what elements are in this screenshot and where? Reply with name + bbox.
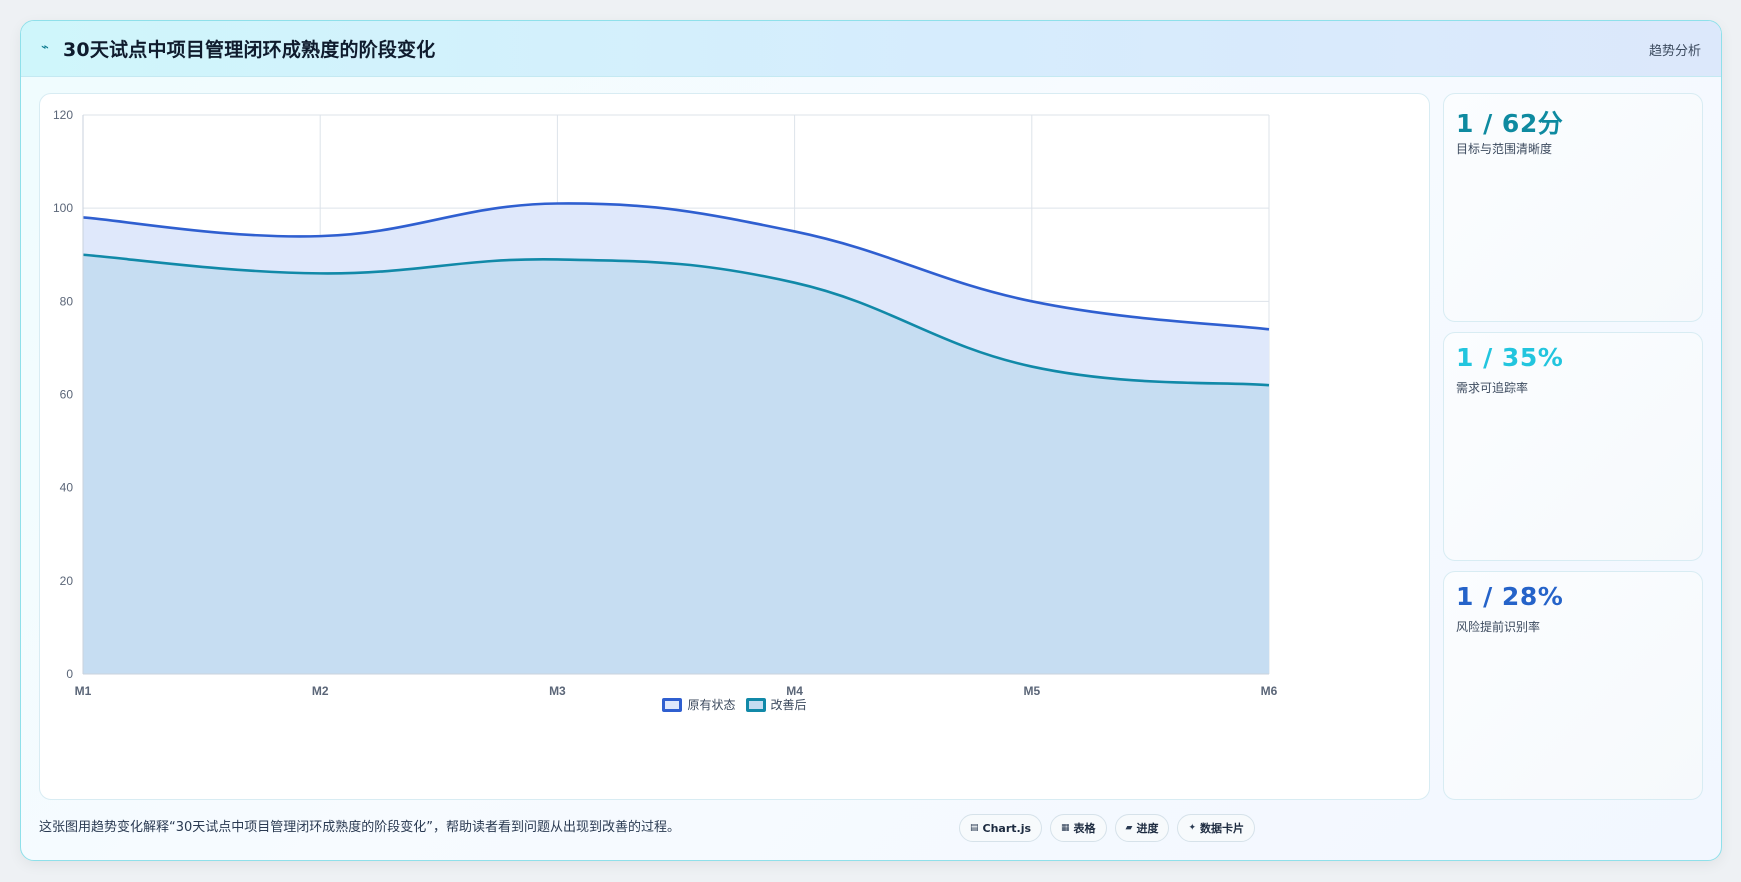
kpi-value: 1 / 62分 (1456, 109, 1564, 138)
y-tick-label: 20 (60, 574, 74, 588)
chart-panel: ⌁ 30天试点中项目管理闭环成熟度的阶段变化 趋势分析 0 20 40 60 80 100… (20, 20, 1722, 861)
feature-pills: ▤ Chart.js ▦ 表格 ▰ 进度 ✦ 数据卡片 (959, 814, 1256, 842)
trend-icon: ⌁ (41, 40, 49, 55)
chart-description: 这张图用趋势变化解释“30天试点中项目管理闭环成熟度的阶段变化”，帮助读者看到问… (39, 820, 681, 835)
y-tick-label: 100 (53, 201, 73, 215)
x-tick-label: M3 (549, 684, 566, 698)
pill-data-card[interactable]: ✦ 数据卡片 (1177, 814, 1256, 842)
x-tick-label: M4 (786, 684, 803, 698)
analysis-tag: 趋势分析 (1648, 44, 1701, 59)
pill-progress[interactable]: ▰ 进度 (1114, 814, 1170, 842)
pill-table[interactable]: ▦ 表格 (1050, 814, 1107, 842)
y-tick-label: 40 (60, 481, 74, 495)
table-icon: ▦ (1061, 823, 1070, 833)
pill-label: 数据卡片 (1200, 822, 1245, 835)
legend-label-improved: 改善后 (770, 698, 807, 712)
y-tick-label: 80 (60, 294, 74, 308)
y-tick-label: 120 (53, 108, 73, 122)
kpi-label: 目标与范围清晰度 (1456, 142, 1553, 156)
x-tick-label: M5 (1023, 684, 1040, 698)
kpi-value: 1 / 28% (1456, 582, 1564, 611)
progress-icon: ▰ (1125, 823, 1133, 833)
card-icon: ✦ (1188, 823, 1197, 833)
pill-chartjs[interactable]: ▤ Chart.js (959, 814, 1043, 842)
series-line-original (82, 202, 1270, 331)
legend-swatch-original (662, 697, 683, 712)
legend-label-original: 原有状态 (687, 698, 736, 712)
kpi-card-risk-identification: 1 / 28% 风险提前识别率 (1443, 571, 1703, 800)
series-line-improved (82, 253, 1270, 387)
kpi-card-traceability: 1 / 35% 需求可追踪率 (1443, 332, 1703, 561)
chart-icon: ▤ (970, 823, 979, 833)
kpi-card-scope-clarity: 1 / 62分 目标与范围清晰度 (1443, 93, 1703, 322)
kpi-label: 需求可追踪率 (1456, 381, 1529, 395)
legend-swatch-improved (745, 697, 766, 712)
pill-label: 表格 (1073, 822, 1096, 835)
x-tick-label: M1 (75, 684, 92, 698)
panel-header: ⌁ 30天试点中项目管理闭环成熟度的阶段变化 趋势分析 (21, 21, 1721, 77)
area-fill-improved (83, 254, 1269, 674)
chart-card: 0 20 40 60 80 100 120 M1 M2 M3 M4 M5 M6 原有状态 改善后 (39, 93, 1430, 800)
x-tick-label: M2 (312, 684, 329, 698)
kpi-value: 1 / 35% (1456, 343, 1564, 372)
legend-item-original[interactable]: 原有状态 (662, 696, 736, 713)
chart-legend: 原有状态 改善后 (40, 696, 1429, 713)
kpi-label: 风险提前识别率 (1456, 620, 1541, 634)
pill-label: 进度 (1136, 822, 1159, 835)
x-tick-label: M6 (1261, 684, 1278, 698)
y-tick-label: 60 (60, 388, 74, 402)
legend-item-improved[interactable]: 改善后 (745, 696, 807, 713)
pill-label: Chart.js (982, 821, 1032, 835)
page-title: 30天试点中项目管理闭环成熟度的阶段变化 (63, 39, 436, 61)
y-tick-label: 0 (66, 667, 73, 681)
line-area-chart: 0 20 40 60 80 100 120 M1 M2 M3 M4 M5 M6 (53, 108, 1278, 698)
